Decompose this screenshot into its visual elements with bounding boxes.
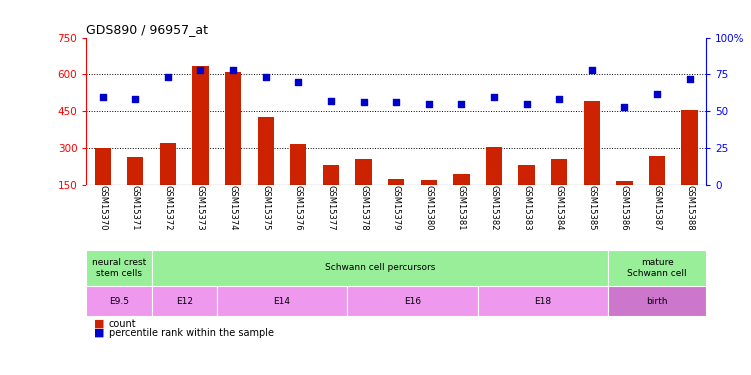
Text: GSM15385: GSM15385 (587, 185, 596, 231)
Bar (323, 165, 339, 185)
Bar (453, 174, 469, 185)
Text: E12: E12 (176, 297, 193, 306)
Bar (355, 159, 372, 185)
Text: GSM15378: GSM15378 (359, 185, 368, 231)
Bar (649, 156, 665, 185)
Text: E18: E18 (534, 297, 551, 306)
Text: GSM15374: GSM15374 (228, 185, 237, 231)
Bar (388, 179, 404, 185)
Point (488, 93, 500, 99)
Point (162, 74, 174, 80)
Text: GSM15384: GSM15384 (555, 185, 564, 231)
Text: GSM15377: GSM15377 (327, 185, 336, 231)
Bar (551, 159, 567, 185)
Text: birth: birth (647, 297, 668, 306)
Point (423, 101, 435, 107)
Point (391, 99, 403, 105)
Text: ■: ■ (94, 328, 104, 338)
Text: GSM15373: GSM15373 (196, 185, 205, 231)
Point (455, 101, 467, 107)
Point (357, 99, 369, 105)
Bar (95, 148, 111, 185)
Bar (486, 147, 502, 185)
Text: GSM15388: GSM15388 (685, 185, 694, 231)
Bar (681, 110, 698, 185)
Text: neural crest
stem cells: neural crest stem cells (92, 258, 146, 278)
Bar (518, 165, 535, 185)
Bar (225, 72, 241, 185)
Text: GSM15379: GSM15379 (392, 185, 400, 231)
Point (292, 79, 304, 85)
Bar (478, 286, 608, 316)
Bar (152, 286, 217, 316)
Text: GSM15383: GSM15383 (522, 185, 531, 231)
Text: GSM15381: GSM15381 (457, 185, 466, 231)
Text: GSM15386: GSM15386 (620, 185, 629, 231)
Bar (217, 286, 347, 316)
Text: mature
Schwann cell: mature Schwann cell (627, 258, 687, 278)
Bar (127, 157, 143, 185)
Bar (86, 250, 152, 286)
Text: E9.5: E9.5 (109, 297, 129, 306)
Point (260, 74, 272, 80)
Point (651, 91, 663, 97)
Point (325, 98, 337, 104)
Text: GSM15371: GSM15371 (131, 185, 140, 231)
Point (618, 104, 630, 110)
Text: GSM15375: GSM15375 (261, 185, 270, 231)
Text: GSM15376: GSM15376 (294, 185, 303, 231)
Text: count: count (109, 319, 137, 328)
Text: GSM15380: GSM15380 (424, 185, 433, 231)
Bar (152, 250, 608, 286)
Point (520, 101, 532, 107)
Bar (192, 66, 209, 185)
Bar (421, 180, 437, 185)
Point (97, 93, 109, 99)
Bar (617, 182, 632, 185)
Point (227, 67, 239, 73)
Point (586, 67, 598, 73)
Text: GSM15387: GSM15387 (653, 185, 662, 231)
Point (683, 76, 695, 82)
Text: GSM15382: GSM15382 (490, 185, 499, 231)
Bar (608, 286, 706, 316)
Bar (347, 286, 478, 316)
Bar (584, 102, 600, 185)
Text: GSM15372: GSM15372 (164, 185, 173, 231)
Bar (160, 143, 176, 185)
Bar (86, 286, 152, 316)
Text: E16: E16 (404, 297, 421, 306)
Text: GSM15370: GSM15370 (98, 185, 107, 231)
Text: GDS890 / 96957_at: GDS890 / 96957_at (86, 23, 208, 36)
Text: ■: ■ (94, 319, 104, 328)
Bar (290, 144, 306, 185)
Point (195, 67, 207, 73)
Text: E14: E14 (273, 297, 291, 306)
Text: percentile rank within the sample: percentile rank within the sample (109, 328, 274, 338)
Bar (258, 117, 274, 185)
Point (129, 96, 141, 102)
Point (553, 96, 566, 102)
Bar (608, 250, 706, 286)
Text: Schwann cell percursors: Schwann cell percursors (324, 263, 435, 272)
